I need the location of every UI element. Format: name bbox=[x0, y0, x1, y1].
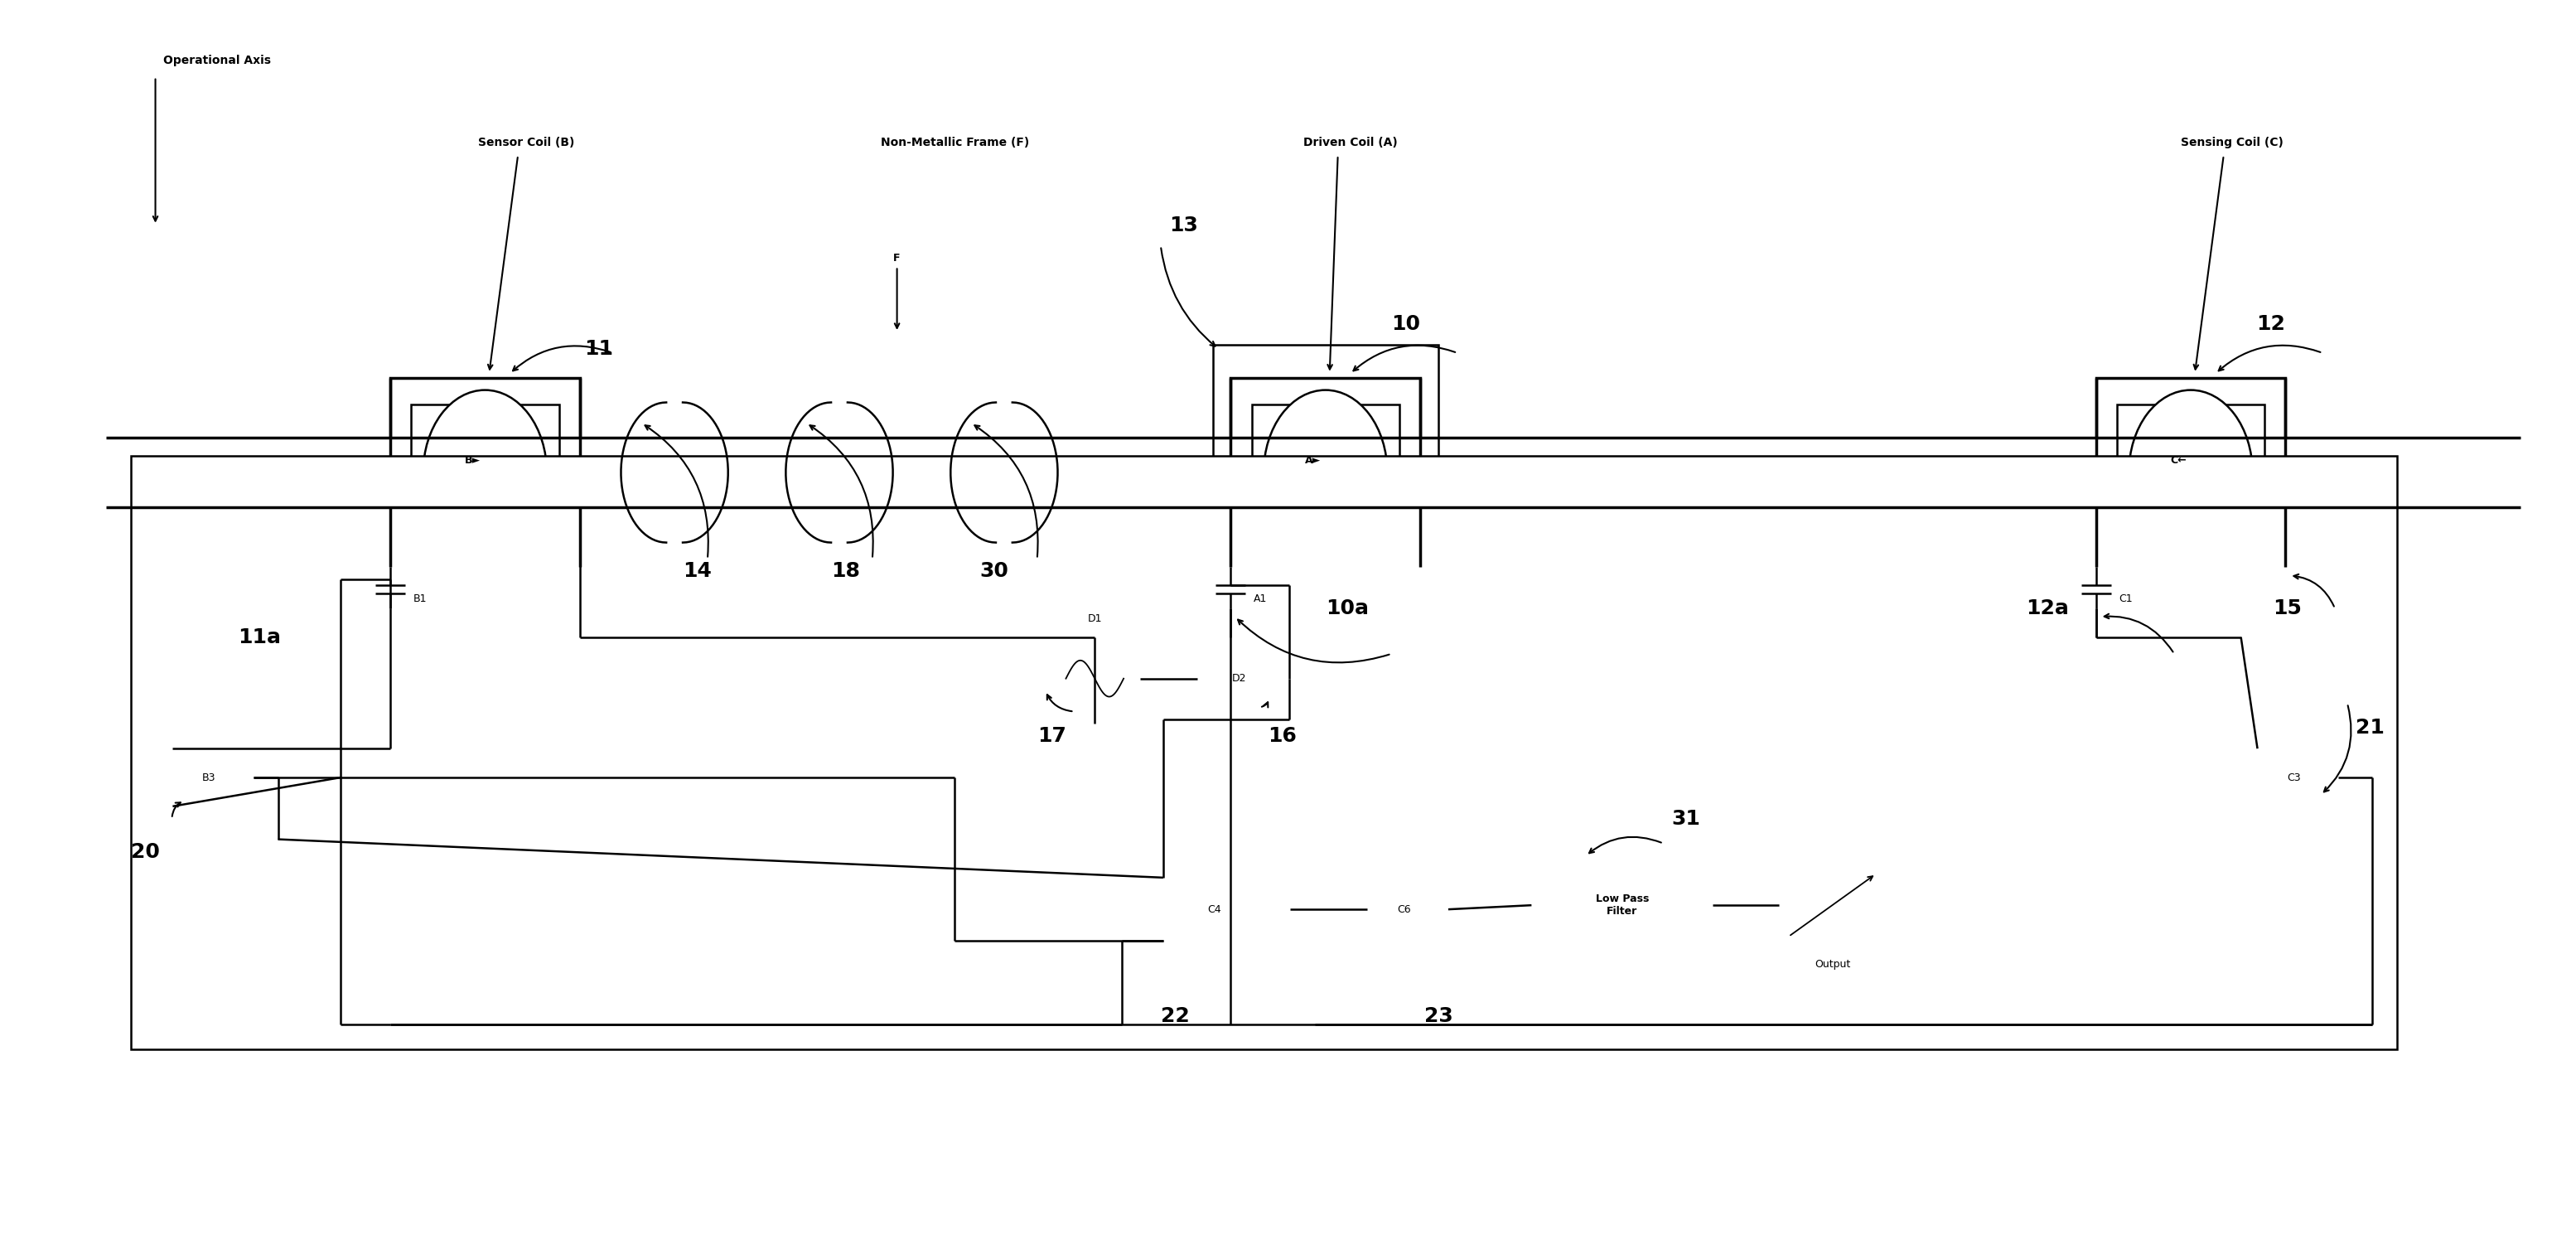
Text: Driven Coil (A): Driven Coil (A) bbox=[1303, 137, 1396, 149]
Bar bbox=[2097, 378, 2285, 568]
Bar bbox=[2117, 404, 2264, 540]
Bar bbox=[1533, 860, 1713, 951]
Text: 13: 13 bbox=[1170, 215, 1198, 235]
Text: 12a: 12a bbox=[2025, 598, 2069, 618]
Bar bbox=[389, 378, 580, 568]
Text: A►: A► bbox=[1306, 454, 1321, 466]
Text: Low Pass
Filter: Low Pass Filter bbox=[1595, 894, 1649, 917]
Text: D2: D2 bbox=[1231, 674, 1247, 684]
Text: 10a: 10a bbox=[1327, 598, 1368, 618]
Text: 12: 12 bbox=[2257, 315, 2285, 334]
Ellipse shape bbox=[2128, 390, 2251, 555]
Text: C←: C← bbox=[2169, 454, 2187, 466]
Bar bbox=[412, 404, 559, 540]
Ellipse shape bbox=[1265, 390, 1388, 555]
Bar bbox=[131, 456, 2396, 1050]
Text: 16: 16 bbox=[1267, 726, 1296, 747]
Text: 21: 21 bbox=[2354, 718, 2385, 738]
Text: A1: A1 bbox=[1255, 593, 1267, 604]
Text: B3: B3 bbox=[201, 772, 216, 783]
Ellipse shape bbox=[422, 390, 546, 555]
Bar bbox=[1777, 864, 1886, 947]
Circle shape bbox=[1048, 633, 1141, 724]
Text: 23: 23 bbox=[1425, 1006, 1453, 1026]
Text: 11a: 11a bbox=[237, 627, 281, 647]
Text: D1: D1 bbox=[1087, 613, 1103, 623]
Text: C1: C1 bbox=[2120, 593, 2133, 604]
Text: 18: 18 bbox=[832, 562, 860, 582]
Text: Sensor Coil (B): Sensor Coil (B) bbox=[479, 137, 574, 149]
Bar bbox=[1252, 404, 1399, 540]
Text: 30: 30 bbox=[979, 562, 1007, 582]
Text: 20: 20 bbox=[131, 842, 160, 861]
Text: 10: 10 bbox=[1391, 315, 1419, 334]
Text: 31: 31 bbox=[1672, 808, 1700, 828]
Text: 17: 17 bbox=[1038, 726, 1066, 747]
Text: 14: 14 bbox=[683, 562, 711, 582]
Bar bbox=[1231, 378, 1419, 568]
Text: B1: B1 bbox=[412, 593, 428, 604]
Text: Non-Metallic Frame (F): Non-Metallic Frame (F) bbox=[881, 137, 1028, 149]
Text: F: F bbox=[894, 253, 902, 263]
Text: 11: 11 bbox=[585, 339, 613, 359]
Text: C3: C3 bbox=[2287, 772, 2300, 783]
Text: 22: 22 bbox=[1162, 1006, 1190, 1026]
Bar bbox=[1213, 345, 1437, 601]
Text: C6: C6 bbox=[1396, 904, 1412, 915]
Text: Operational Axis: Operational Axis bbox=[165, 54, 270, 67]
Text: Sensing Coil (C): Sensing Coil (C) bbox=[2182, 137, 2282, 149]
Text: C4: C4 bbox=[1208, 904, 1221, 915]
Text: B►: B► bbox=[464, 454, 482, 466]
Text: 15: 15 bbox=[2272, 598, 2303, 618]
Text: Output: Output bbox=[1814, 959, 1850, 969]
